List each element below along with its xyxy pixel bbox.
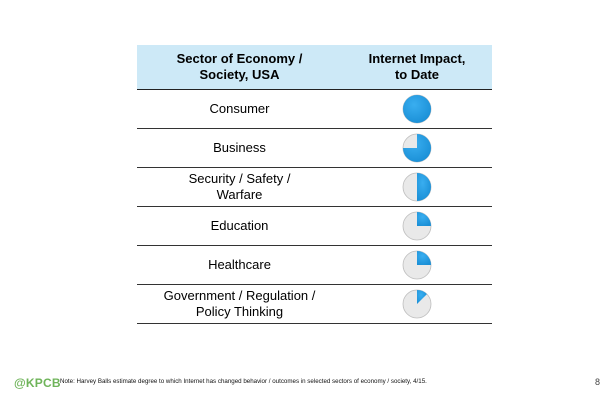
table-row: Business [137,129,492,168]
footnote: Note: Harvey Balls estimate degree to wh… [60,378,427,385]
harvey-ball [402,211,432,241]
harvey-ball [402,289,432,319]
sector-label: Security / Safety / Warfare [188,171,291,202]
sector-label: Government / Regulation / Policy Thinkin… [163,288,316,319]
sector-label: Business [213,140,266,155]
harvey-ball [402,94,432,124]
header-sector: Sector of Economy / Society, USA [176,51,303,82]
table-row: Consumer [137,90,492,129]
harvey-ball [402,133,432,163]
pie-slice [403,134,431,162]
sector-label: Consumer [209,101,270,116]
harvey-ball [402,172,432,202]
impact-cell [342,285,492,323]
table-body: Consumer Business Security / Safety / Warf… [137,90,492,324]
pie-slice [417,290,427,304]
sector-label: Education [210,218,269,233]
kpcb-logo: @KPCB [14,376,61,390]
pie-slice [403,95,431,123]
footer: @KPCB Note: Harvey Balls estimate degree… [14,376,604,392]
impact-cell [342,90,492,128]
table-row: Government / Regulation / Policy Thinkin… [137,285,492,324]
pie-slice [417,173,431,201]
pie-slice [417,212,431,226]
table-row: Security / Safety / Warfare [137,168,492,207]
impact-cell [342,246,492,284]
table-header: Sector of Economy / Society, USA Interne… [137,45,492,90]
page-number: 8 [594,377,600,387]
pie-slice [417,251,431,265]
impact-cell [342,129,492,167]
sector-label: Healthcare [208,257,271,272]
table-row: Education [137,207,492,246]
harvey-ball [402,250,432,280]
impact-table: Sector of Economy / Society, USA Interne… [137,45,492,324]
table-row: Healthcare [137,246,492,285]
impact-cell [342,168,492,206]
impact-cell [342,207,492,245]
header-impact: Internet Impact, to Date [368,51,466,82]
